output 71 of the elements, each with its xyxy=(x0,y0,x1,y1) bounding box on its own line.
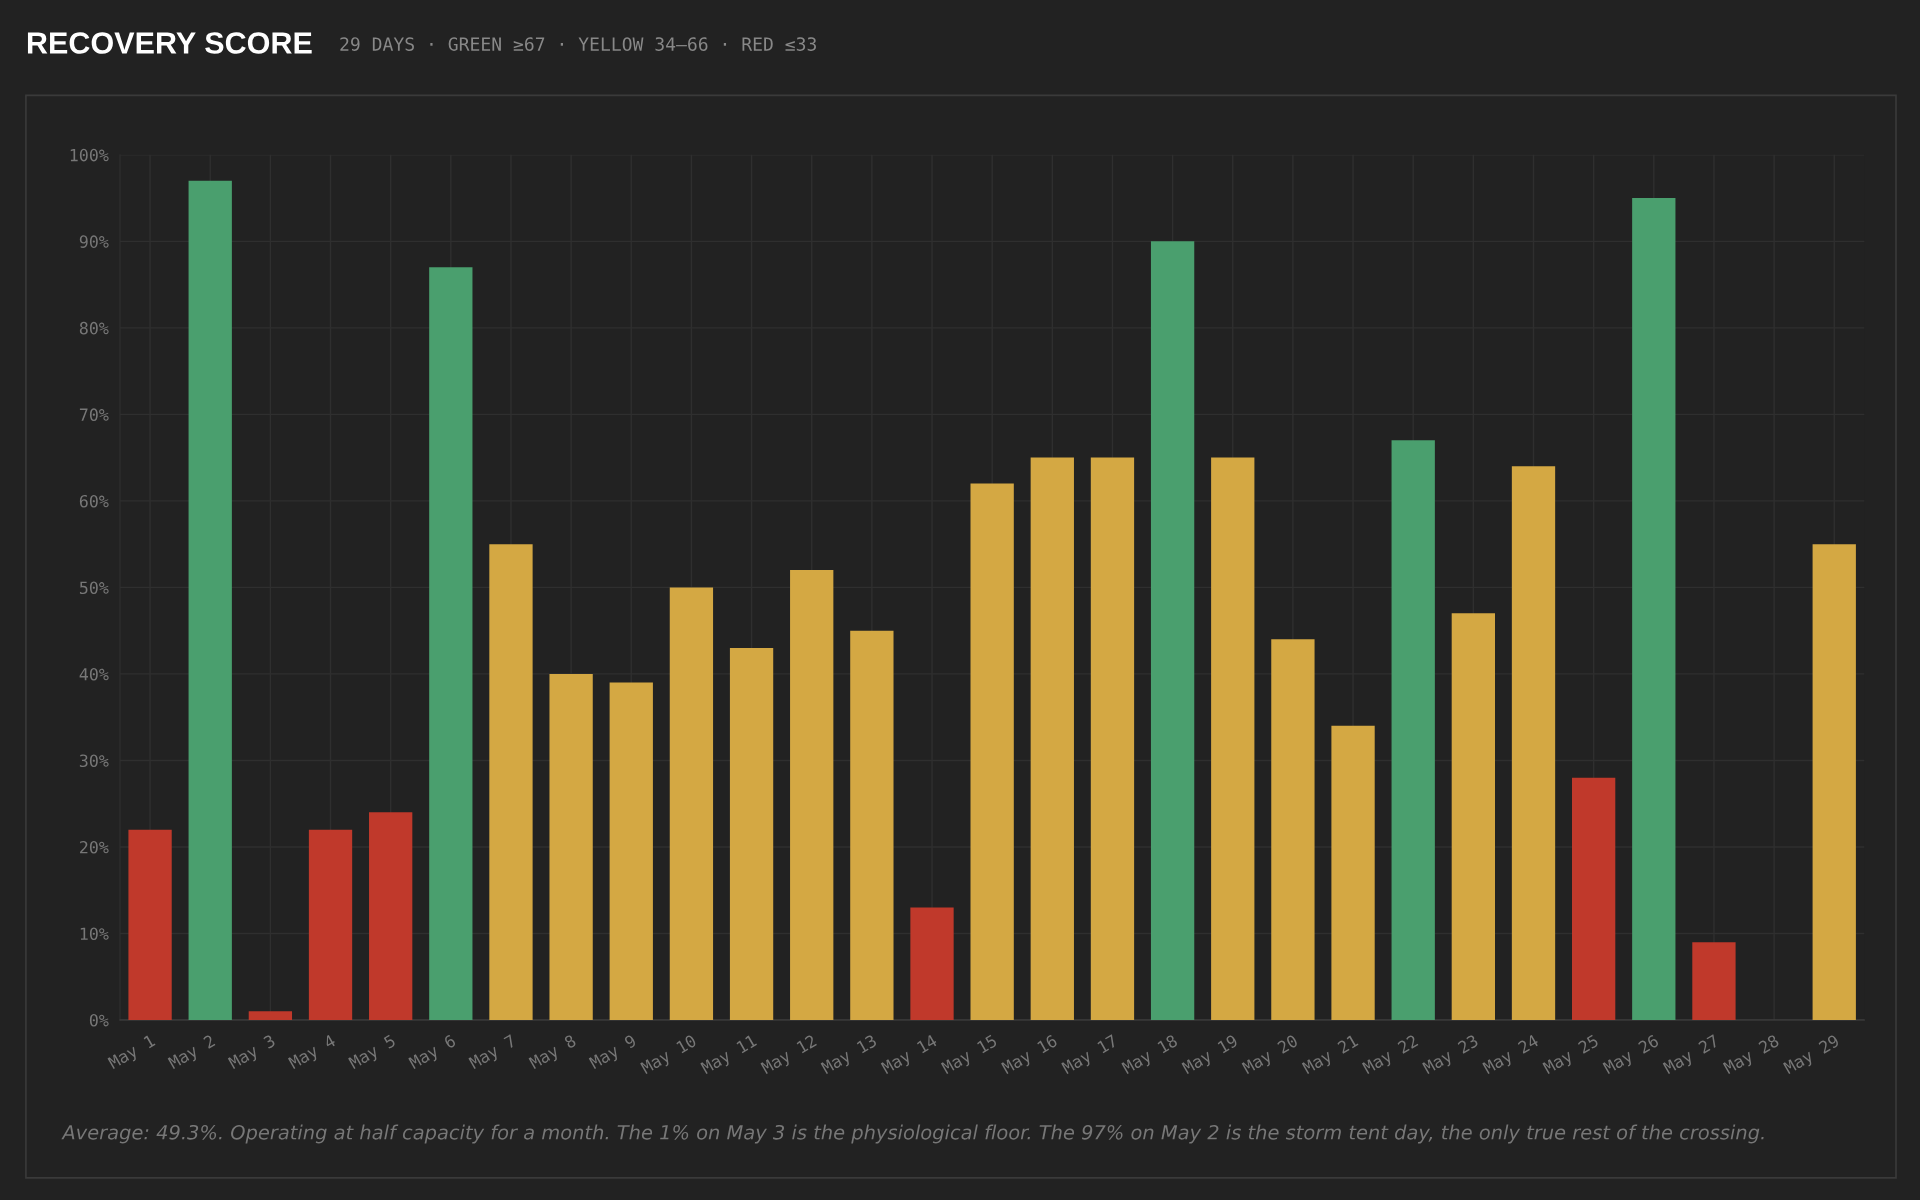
x-tick-label: May 20 xyxy=(1241,1034,1301,1077)
bar xyxy=(1331,725,1375,1020)
bar xyxy=(669,587,714,1020)
y-tick-label: 80% xyxy=(79,321,109,335)
y-tick-label: 100% xyxy=(70,148,109,162)
bar xyxy=(609,682,653,1020)
x-tick-label: May 10 xyxy=(640,1034,699,1077)
bar xyxy=(1511,466,1556,1020)
x-tick-label: May 22 xyxy=(1361,1034,1421,1077)
x-tick-label: May 3 xyxy=(227,1034,278,1072)
x-tick-label: May 25 xyxy=(1542,1034,1601,1077)
y-tick-label: 20% xyxy=(80,840,109,854)
bar xyxy=(1572,777,1616,1020)
bar xyxy=(489,544,533,1020)
bar xyxy=(1812,544,1856,1020)
y-tick-label: 90% xyxy=(79,235,109,248)
bar xyxy=(1090,457,1135,1020)
y-tick-label: 30% xyxy=(79,754,109,768)
bar xyxy=(1271,639,1315,1020)
x-tick-label: May 28 xyxy=(1722,1034,1782,1077)
x-tick-label: May 16 xyxy=(1000,1034,1060,1077)
bar xyxy=(1451,613,1496,1020)
x-tick-label: May 17 xyxy=(1061,1034,1120,1077)
x-tick-label: May 8 xyxy=(528,1034,579,1072)
bar xyxy=(369,812,413,1020)
bar xyxy=(850,630,894,1020)
y-tick-label: 50% xyxy=(79,581,109,595)
x-tick-label: May 29 xyxy=(1782,1034,1842,1077)
x-tick-label: May 27 xyxy=(1662,1034,1721,1077)
x-tick-label: May 18 xyxy=(1121,1034,1180,1077)
y-tick-label: 0% xyxy=(89,1014,109,1027)
bar xyxy=(128,829,172,1020)
bar xyxy=(970,483,1014,1020)
bar xyxy=(729,647,774,1020)
bar xyxy=(1030,457,1074,1020)
bar xyxy=(1211,457,1255,1020)
bar xyxy=(549,673,593,1020)
x-tick-label: May 4 xyxy=(287,1034,338,1072)
x-tick-label: May 11 xyxy=(700,1034,759,1077)
x-tick-label: May 1 xyxy=(107,1034,158,1072)
x-tick-label: May 15 xyxy=(940,1034,1000,1077)
bar xyxy=(429,267,473,1020)
x-tick-label: May 5 xyxy=(348,1034,398,1072)
x-tick-label: May 2 xyxy=(167,1034,218,1072)
x-tick-label: May 6 xyxy=(408,1034,458,1072)
x-tick-label: May 12 xyxy=(760,1034,819,1077)
bar xyxy=(248,1011,293,1020)
y-tick-label: 60% xyxy=(79,494,109,508)
bar xyxy=(188,180,232,1020)
x-tick-label: May 14 xyxy=(880,1034,940,1077)
bar xyxy=(1692,942,1736,1020)
bar xyxy=(308,829,353,1020)
chart-subtitle: 29 DAYS · GREEN ≥67 · YELLOW 34–66 · RED ≤33 xyxy=(340,37,816,51)
bar xyxy=(790,570,834,1020)
chart-title: RECOVERY SCORE xyxy=(27,32,312,54)
bar xyxy=(1150,241,1195,1020)
x-tick-label: May 23 xyxy=(1422,1034,1481,1077)
bar xyxy=(1391,440,1435,1020)
x-tick-label: May 7 xyxy=(468,1034,518,1072)
x-tick-label: May 26 xyxy=(1602,1034,1661,1077)
bar xyxy=(910,907,954,1020)
bar xyxy=(1632,198,1676,1020)
y-tick-label: 10% xyxy=(80,927,109,941)
x-tick-label: May 21 xyxy=(1301,1034,1361,1077)
y-tick-label: 40% xyxy=(79,667,109,681)
x-tick-label: May 19 xyxy=(1181,1034,1240,1077)
x-tick-label: May 24 xyxy=(1482,1033,1541,1077)
x-tick-label: May 9 xyxy=(588,1034,639,1072)
x-tick-label: May 13 xyxy=(820,1034,879,1077)
text: Average: 49.3%. Operating at half capacity for a month. The 1% on May 3 is the physiological floor. The 97% on May 2 is the storm tent day, the only true rest of the crossing. xyxy=(61,1124,1764,1144)
y-tick-label: 70% xyxy=(79,408,109,421)
